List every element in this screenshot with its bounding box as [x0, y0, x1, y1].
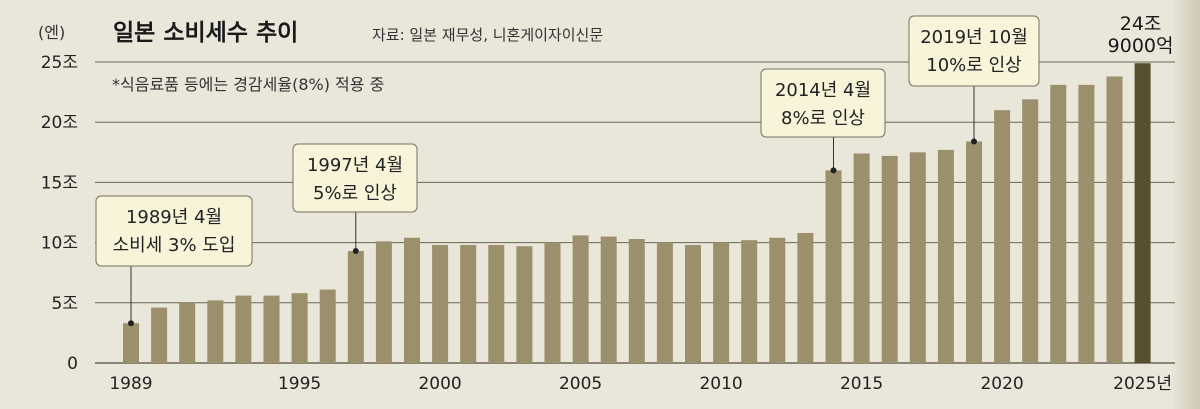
- y-tick-label: 15조: [41, 173, 78, 193]
- bar: [516, 246, 533, 363]
- bar: [741, 240, 758, 363]
- x-tick-label: 2025년: [1113, 374, 1172, 394]
- bar: [713, 242, 730, 363]
- annotation-text: 1989년 4월: [126, 207, 222, 228]
- bar: [994, 110, 1011, 363]
- annotation-box: [292, 143, 418, 213]
- background-strip: [1172, 0, 1200, 409]
- bar: [488, 245, 505, 363]
- chart-title: 일본 소비세수 추이: [113, 20, 298, 46]
- bar: [966, 141, 982, 363]
- y-tick-label: 25조: [41, 53, 78, 73]
- bar: [881, 155, 898, 363]
- bar: [797, 232, 814, 363]
- bar: [432, 245, 449, 363]
- x-tick-label: 2000: [418, 374, 461, 394]
- x-tick-label: 2010: [699, 374, 742, 394]
- x-tick-label: 2005: [559, 374, 602, 394]
- bar: [375, 241, 392, 363]
- annotation-box: [908, 15, 1040, 87]
- bar: [656, 242, 673, 363]
- annotation-box: [760, 68, 886, 138]
- y-tick-label: 10조: [41, 234, 78, 254]
- bar: [460, 245, 477, 363]
- bar: [685, 245, 701, 363]
- x-tick-label: 2015: [840, 374, 883, 394]
- bar: [600, 236, 617, 363]
- highlight-value-label: 24조: [1120, 13, 1162, 35]
- bar: [235, 295, 252, 363]
- annotation-text: 10%로 인상: [926, 55, 1021, 76]
- bar: [909, 152, 926, 363]
- y-tick-label: 5조: [52, 294, 78, 314]
- bar: [1022, 99, 1039, 363]
- bar: [263, 295, 280, 363]
- bar: [769, 237, 786, 363]
- bar-highlight: [1134, 63, 1151, 363]
- note-text: *식음료품 등에는 경감세율(8%) 적용 중: [112, 75, 384, 94]
- source-text: 자료: 일본 재무성, 니혼게이자이신문: [372, 26, 603, 44]
- highlight-value-label: 9000억: [1108, 35, 1174, 57]
- x-tick-label: 2020: [980, 374, 1023, 394]
- y-unit-label: (엔): [38, 23, 65, 42]
- bar: [1050, 84, 1067, 363]
- bar: [123, 323, 139, 363]
- bar: [825, 170, 842, 363]
- bar: [319, 289, 336, 363]
- bar: [179, 302, 196, 363]
- annotation-text: 1997년 4월: [307, 155, 403, 176]
- bar: [347, 251, 364, 363]
- x-tick-label: 1995: [278, 374, 321, 394]
- bar: [544, 242, 561, 363]
- annotation-text: 8%로 인상: [781, 108, 865, 129]
- bar: [404, 237, 420, 363]
- bar: [628, 238, 645, 363]
- bar: [937, 149, 954, 363]
- annotation-text: 소비세 3% 도입: [113, 235, 236, 256]
- bar: [207, 300, 224, 363]
- annotation-box: [95, 195, 253, 267]
- annotation-marker: [971, 138, 977, 145]
- bar: [151, 307, 168, 363]
- bar: [1078, 84, 1095, 363]
- bar: [291, 293, 308, 363]
- y-tick-label: 0: [67, 354, 78, 374]
- annotation-text: 5%로 인상: [313, 183, 397, 204]
- x-tick-label: 1989: [109, 374, 152, 394]
- bar: [853, 153, 870, 363]
- annotation-marker: [830, 167, 837, 174]
- bar: [572, 235, 589, 363]
- bar: [1106, 76, 1123, 363]
- annotation-marker: [352, 248, 359, 255]
- annotation-marker: [128, 320, 134, 327]
- y-tick-label: 20조: [41, 113, 78, 133]
- annotation-text: 2014년 4월: [775, 80, 871, 101]
- annotation-text: 2019년 10월: [920, 27, 1028, 48]
